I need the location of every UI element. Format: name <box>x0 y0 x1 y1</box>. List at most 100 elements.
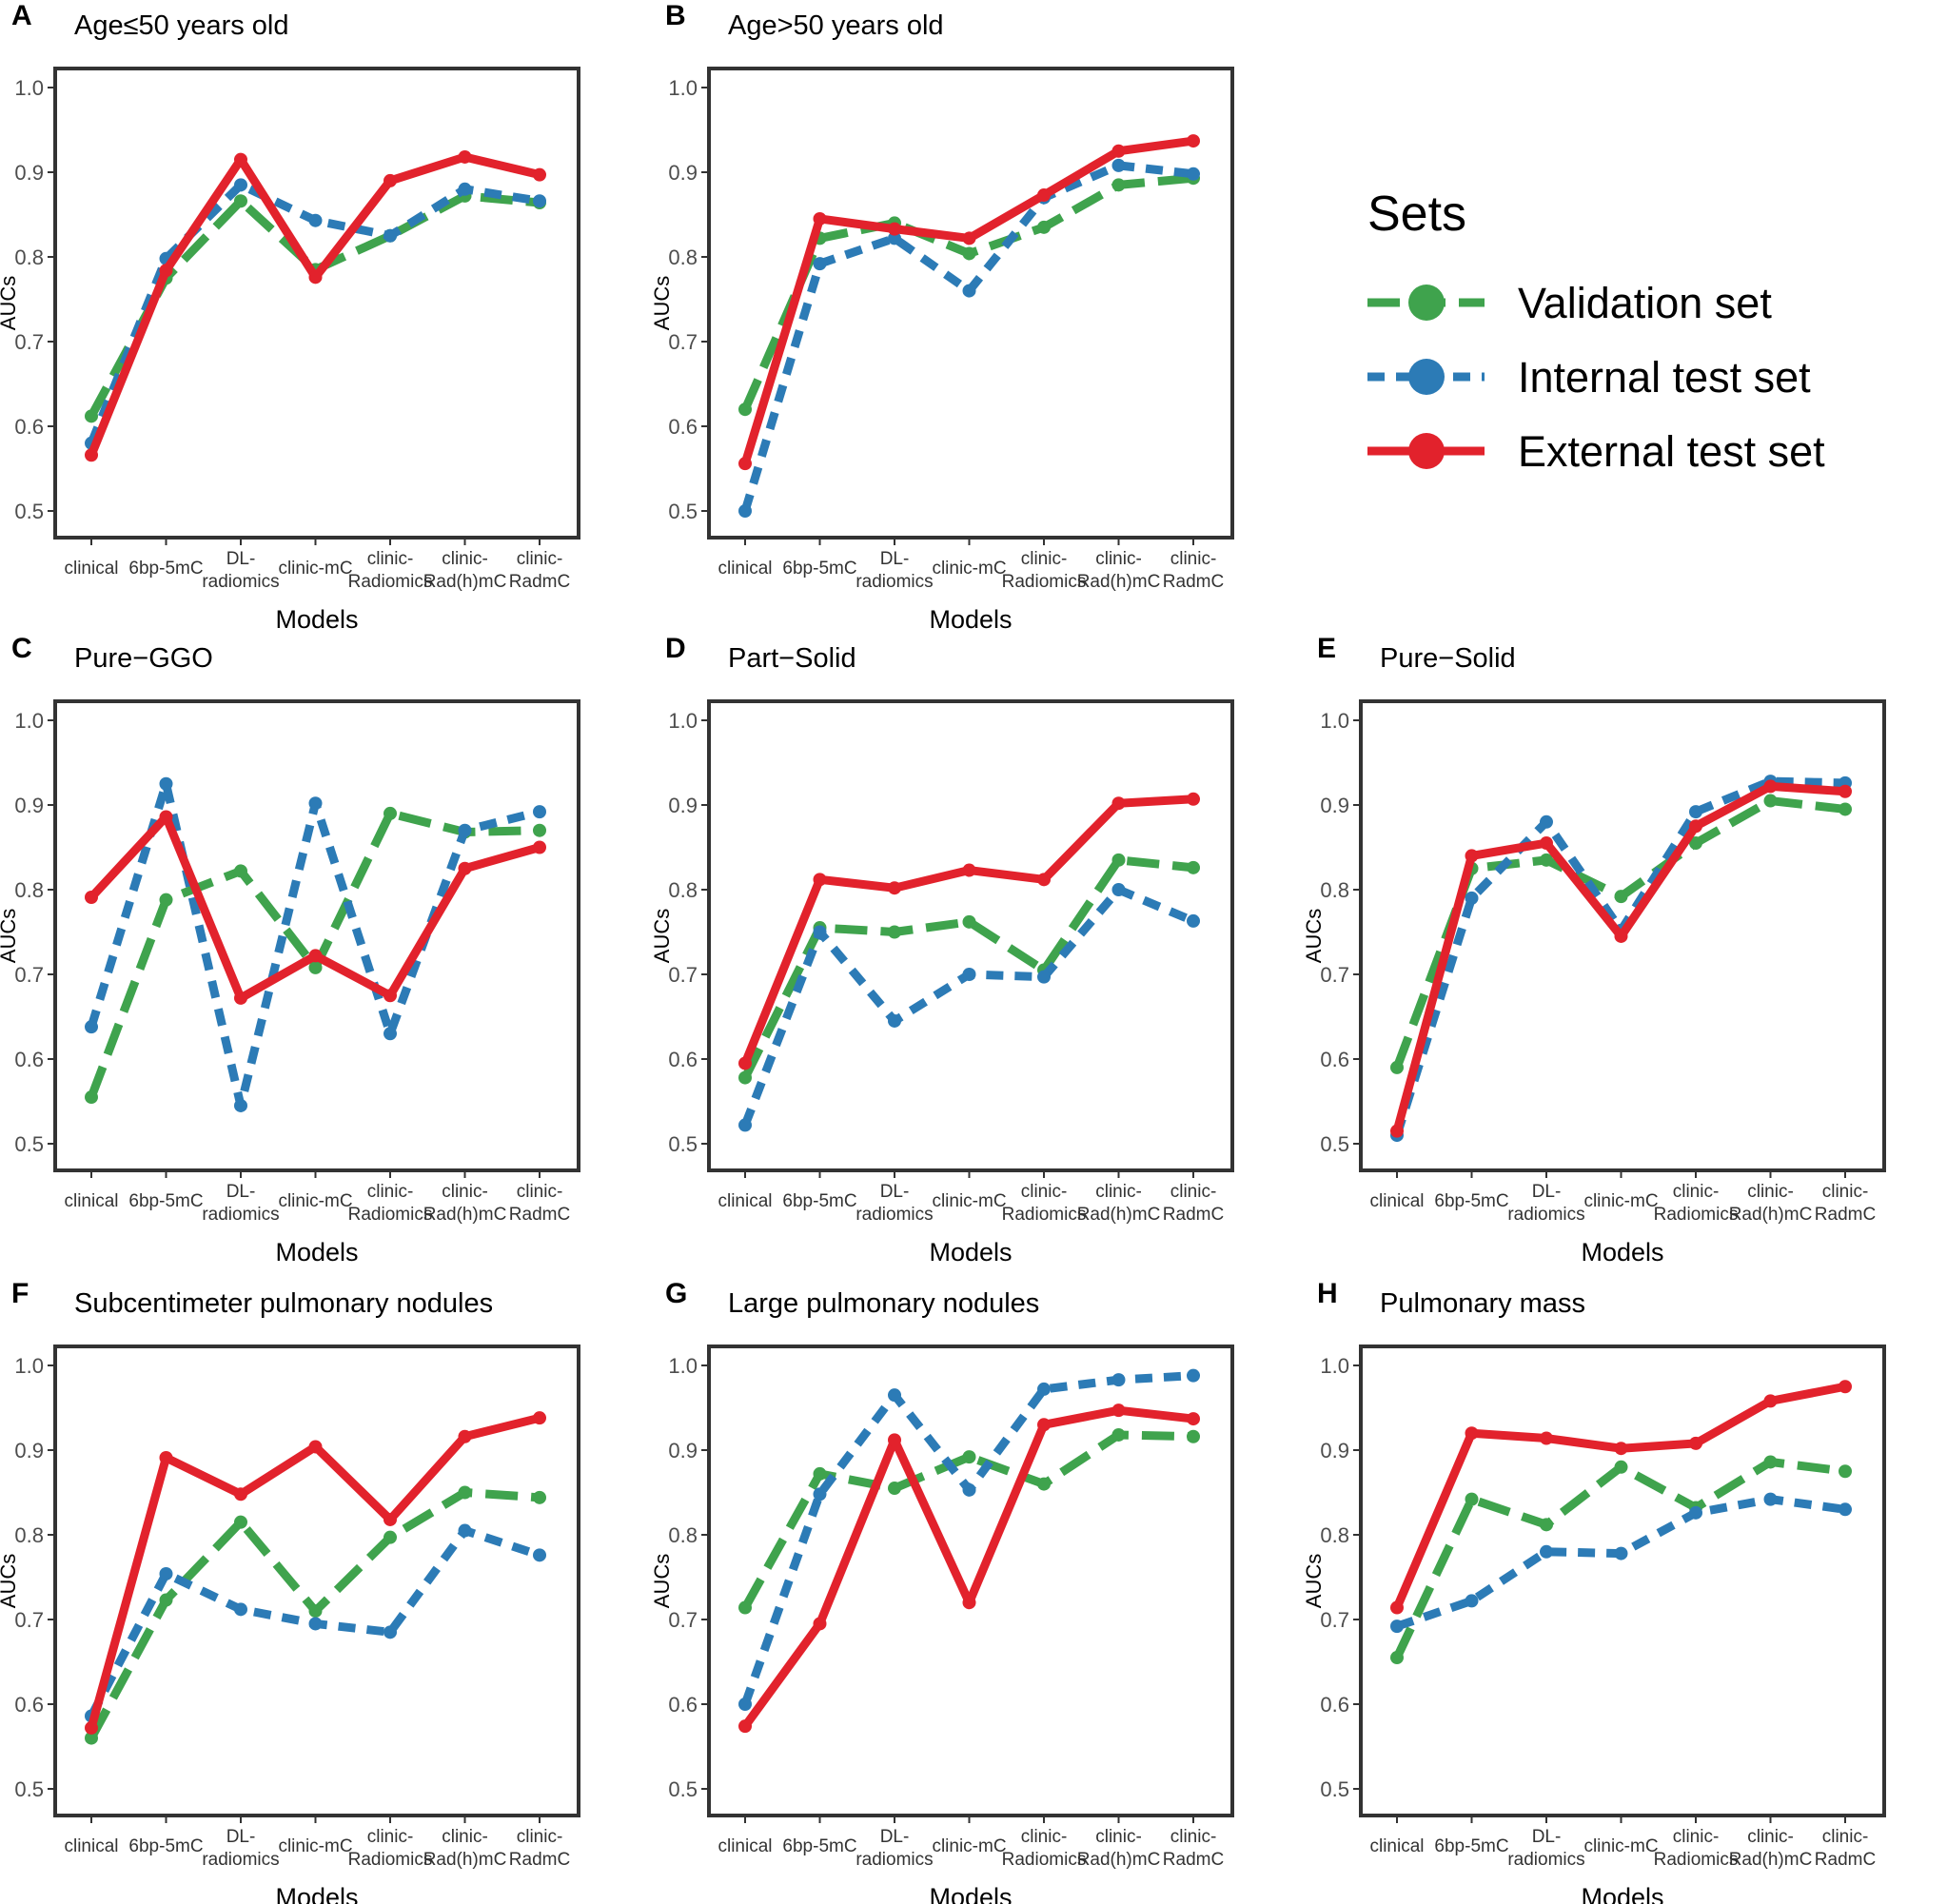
y-tick-label: 0.7 <box>668 330 698 354</box>
series-validation <box>738 1427 1200 1615</box>
data-point-validation <box>1614 890 1628 904</box>
data-point-internal <box>738 1118 752 1132</box>
data-point-internal <box>1465 891 1479 905</box>
panel-H: H Pulmonary mass 0.5 0.6 0.7 0.8 0.9 1.0 clinica… <box>1302 1278 1886 1904</box>
series-internal <box>85 178 546 450</box>
x-tick-label: clinic-mC <box>932 1836 1006 1856</box>
data-point-validation <box>1614 1460 1628 1474</box>
data-point-external <box>159 1451 173 1465</box>
panel-B: B Age>50 years old 0.5 0.6 0.7 0.8 0.9 1.0 clini… <box>650 0 1234 634</box>
plot-frame <box>707 67 1234 540</box>
data-point-internal <box>1614 1546 1628 1560</box>
series-internal <box>85 1523 546 1723</box>
plot-frame <box>53 67 580 540</box>
panel-title: Large pulmonary nodules <box>728 1288 1039 1319</box>
x-tick-label: 6bp-5mC <box>1434 1191 1508 1211</box>
data-point-validation <box>1037 1477 1051 1491</box>
data-point-internal <box>533 1548 546 1562</box>
data-point-external <box>85 1720 98 1735</box>
x-tick-label: clinic-Radiomics <box>1654 1827 1739 1870</box>
data-point-internal <box>738 504 752 518</box>
data-point-external <box>159 264 173 278</box>
y-tick-label: 0.9 <box>1320 794 1349 817</box>
y-axis: 0.5 0.6 0.7 0.8 0.9 1.0 <box>1320 1354 1361 1801</box>
series-external <box>85 1411 546 1735</box>
y-tick-label: 0.6 <box>1320 1048 1349 1071</box>
data-point-validation <box>85 1090 98 1105</box>
data-point-internal <box>1540 1544 1553 1559</box>
data-point-validation <box>1187 1429 1200 1443</box>
data-point-external <box>308 270 323 285</box>
data-point-external <box>1839 784 1852 798</box>
data-point-validation <box>813 1466 827 1481</box>
data-point-validation <box>384 806 397 820</box>
y-tick-label: 0.9 <box>14 1439 44 1462</box>
y-tick-label: 1.0 <box>668 76 698 100</box>
data-point-internal <box>384 1625 397 1639</box>
data-point-validation <box>308 1604 323 1619</box>
y-tick-label: 0.9 <box>1320 1439 1349 1462</box>
data-point-internal <box>1839 1502 1852 1517</box>
data-point-internal <box>1111 883 1126 896</box>
y-axis: 0.5 0.6 0.7 0.8 0.9 1.0 <box>14 709 55 1156</box>
y-axis: 0.5 0.6 0.7 0.8 0.9 1.0 <box>14 1354 55 1801</box>
x-tick-label: clinic-mC <box>1583 1836 1658 1856</box>
y-tick-label: 0.6 <box>14 1048 44 1071</box>
y-tick-label: 1.0 <box>1320 709 1349 733</box>
data-point-internal <box>1763 1492 1778 1506</box>
y-axis-title: AUCs <box>650 909 674 963</box>
data-point-validation <box>533 1490 546 1504</box>
x-tick-label: clinic-Radiomics <box>1002 1182 1087 1225</box>
data-point-validation <box>384 1530 397 1544</box>
series-line-external <box>740 136 1194 465</box>
y-axis-title: AUCs <box>1302 1554 1326 1608</box>
x-tick-label: 6bp-5mC <box>782 1836 856 1856</box>
data-point-internal <box>458 1523 472 1538</box>
data-point-external <box>384 173 397 187</box>
data-point-external <box>1037 873 1051 887</box>
y-tick-label: 1.0 <box>1320 1354 1349 1378</box>
plot-frame <box>53 699 580 1172</box>
data-point-internal <box>1111 1373 1126 1387</box>
series-external <box>85 810 546 1005</box>
x-tick-label: clinic-Rad(h)mC <box>1077 549 1161 592</box>
data-point-external <box>159 810 173 824</box>
series-external <box>1390 779 1852 1138</box>
data-point-internal <box>458 823 472 837</box>
data-point-external <box>813 873 827 887</box>
data-point-internal <box>888 1388 901 1403</box>
legend-item-internal: Internal test set <box>1367 353 1811 402</box>
data-point-external <box>1763 1394 1778 1408</box>
y-tick-label: 0.8 <box>14 245 44 269</box>
x-axis-title: Models <box>1581 1238 1663 1266</box>
panels: A Age≤50 years old 0.5 0.6 0.7 0.8 0.9 1.0 clini… <box>0 0 1886 1904</box>
x-axis-title: Models <box>929 1238 1012 1266</box>
data-point-external <box>813 211 827 226</box>
y-tick-label: 0.7 <box>668 963 698 987</box>
y-tick-label: 0.5 <box>668 1132 698 1156</box>
data-point-validation <box>1689 836 1702 851</box>
data-point-internal <box>1111 158 1126 172</box>
series-validation <box>85 1485 546 1745</box>
x-tick-label: DL-radiomics <box>856 1182 933 1225</box>
x-axis-title: Models <box>275 1238 358 1266</box>
data-point-external <box>1187 1412 1200 1426</box>
panel-letter: H <box>1317 1278 1338 1309</box>
data-point-external <box>813 1617 827 1631</box>
x-tick-label: 6bp-5mC <box>128 559 203 579</box>
x-tick-label: clinical <box>718 1191 772 1211</box>
y-tick-label: 0.5 <box>14 500 44 523</box>
y-tick-label: 0.5 <box>668 500 698 523</box>
data-point-internal <box>85 1020 98 1034</box>
data-point-internal <box>384 228 397 243</box>
data-point-internal <box>813 1487 827 1502</box>
y-tick-label: 0.8 <box>14 1523 44 1547</box>
x-tick-label: clinic-Rad(h)mC <box>1077 1827 1161 1870</box>
data-point-external <box>1187 792 1200 806</box>
x-tick-label: clinical <box>718 1836 772 1856</box>
y-tick-label: 0.9 <box>14 794 44 817</box>
data-point-external <box>533 1411 546 1425</box>
